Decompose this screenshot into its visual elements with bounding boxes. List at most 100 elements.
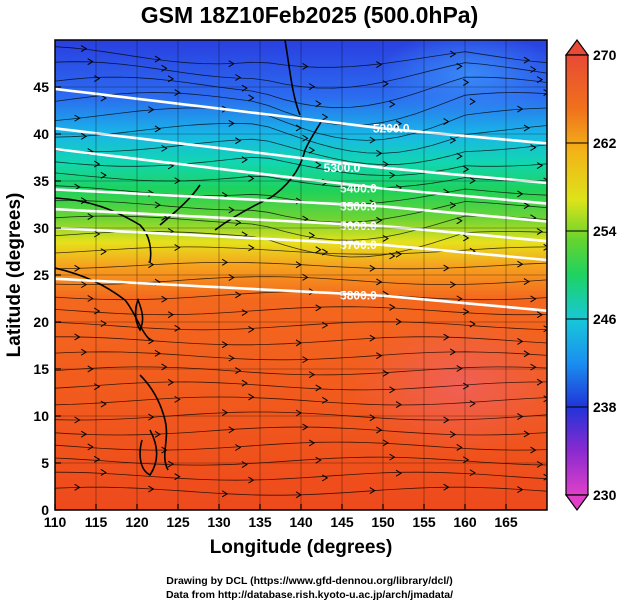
colorbar-top-arrow bbox=[564, 38, 590, 56]
streamline-arrow bbox=[536, 162, 544, 169]
streamline-arrow bbox=[308, 146, 316, 154]
streamline-arrow bbox=[167, 378, 175, 386]
streamline-arrow bbox=[389, 303, 396, 311]
streamline-arrow bbox=[174, 473, 181, 481]
streamline-arrow bbox=[469, 177, 476, 184]
y-axis-ticks: 0 5 10 15 20 25 30 35 40 45 bbox=[33, 79, 61, 518]
colorbar-tick-label: 254 bbox=[593, 223, 617, 239]
y-tick-label: 5 bbox=[41, 455, 49, 471]
streamline-arrow bbox=[80, 348, 88, 356]
streamline-arrow bbox=[376, 216, 383, 224]
streamline-arrow bbox=[543, 473, 547, 481]
streamline-arrow bbox=[389, 100, 396, 108]
streamline-arrow bbox=[148, 337, 155, 345]
streamline-arrow bbox=[443, 264, 450, 272]
streamline-arrow bbox=[517, 105, 524, 113]
streamline-arrow bbox=[221, 258, 229, 266]
streamline-arrow bbox=[395, 120, 403, 128]
streamline-arrow bbox=[161, 144, 168, 152]
streamline-arrow bbox=[80, 197, 88, 205]
x-tick-label: 110 bbox=[44, 514, 67, 530]
streamline-arrow bbox=[376, 61, 383, 68]
streamline-arrow bbox=[241, 84, 248, 92]
warm-pool bbox=[350, 315, 547, 455]
streamline-arrow bbox=[523, 202, 530, 210]
streamline-arrow bbox=[530, 144, 537, 151]
streamline-arrow bbox=[543, 243, 547, 251]
streamline-arrow bbox=[100, 94, 107, 102]
streamline-arrow bbox=[449, 50, 457, 58]
streamline-arrow bbox=[449, 201, 457, 209]
streamline-arrow bbox=[308, 439, 316, 447]
streamline-arrow bbox=[167, 311, 175, 319]
streamline-arrow bbox=[228, 354, 235, 362]
streamline-arrow bbox=[174, 89, 181, 96]
streamline-arrow bbox=[543, 325, 547, 333]
streamline-arrow bbox=[376, 278, 383, 286]
streamline-arrow bbox=[87, 58, 94, 66]
streamline-arrow bbox=[161, 446, 168, 454]
streamline-arrow bbox=[221, 490, 229, 498]
streamline-arrow bbox=[148, 106, 155, 114]
streamline-arrow bbox=[235, 291, 242, 299]
streamline-arrow bbox=[449, 431, 457, 438]
streamline-arrow bbox=[235, 219, 242, 227]
streamline-arrow bbox=[302, 356, 309, 364]
streamline-arrow bbox=[148, 485, 155, 493]
y-tick-label: 25 bbox=[33, 267, 49, 283]
streamline-arrow bbox=[248, 94, 255, 102]
coastlines bbox=[55, 40, 323, 477]
streamline-arrow bbox=[456, 217, 463, 225]
streamline-arrow bbox=[302, 63, 309, 70]
streamline-arrow bbox=[443, 416, 450, 424]
height-contour-label: 5700.0 bbox=[340, 238, 377, 252]
streamline-arrow bbox=[382, 439, 389, 447]
x-tick-label: 145 bbox=[330, 514, 354, 530]
streamline-arrow bbox=[80, 45, 88, 53]
y-tick-label: 20 bbox=[33, 314, 49, 330]
streamline-arrow bbox=[174, 324, 181, 332]
streamline-arrow bbox=[315, 456, 322, 464]
streamline-arrow bbox=[449, 281, 457, 289]
colorbar-bottom-arrow bbox=[564, 494, 590, 512]
streamline-arrow bbox=[154, 201, 161, 209]
streamline-arrow bbox=[469, 400, 476, 408]
streamline-arrow bbox=[321, 113, 329, 121]
streamline-arrow bbox=[469, 98, 476, 105]
colorbar-tick-label: 270 bbox=[593, 47, 617, 63]
streamline-arrow bbox=[389, 386, 396, 394]
streamline-arrow bbox=[154, 125, 161, 133]
streamline-arrow bbox=[517, 486, 524, 494]
streamline-arrow bbox=[228, 274, 235, 281]
x-tick-label: 130 bbox=[207, 514, 231, 530]
y-tick-label: 40 bbox=[33, 126, 49, 142]
streamline-arrow bbox=[369, 487, 376, 495]
streamline-arrow bbox=[100, 171, 107, 179]
streamline-arrow bbox=[523, 278, 530, 286]
streamline-arrow bbox=[443, 483, 450, 491]
streamline-arrow bbox=[456, 62, 463, 70]
streamline-arrow bbox=[235, 367, 242, 375]
streamline-arrow bbox=[517, 190, 524, 198]
streamline-arrow bbox=[248, 476, 255, 484]
height-contour-label: 5400.0 bbox=[340, 182, 377, 196]
streamline-arrow bbox=[536, 460, 544, 468]
streamline-arrow bbox=[74, 333, 81, 341]
streamline-arrow bbox=[167, 75, 175, 83]
x-tick-label: 140 bbox=[289, 514, 313, 530]
x-axis-label: Longitude (degrees) bbox=[210, 537, 393, 558]
streamline-arrow bbox=[315, 100, 322, 108]
streamline-arrow bbox=[543, 89, 547, 97]
streamline-arrow bbox=[449, 136, 457, 144]
x-tick-label: 150 bbox=[371, 514, 395, 530]
streamline-arrow bbox=[321, 321, 329, 329]
coast-sakhalin bbox=[284, 40, 301, 116]
y-axis-label: Latitude (degrees) bbox=[4, 193, 25, 358]
streamline-arrow bbox=[456, 444, 463, 451]
streamline-arrow bbox=[221, 341, 229, 349]
streamline-arrow bbox=[389, 252, 396, 260]
streamline-arrow bbox=[100, 248, 107, 256]
streamline-arrow bbox=[228, 206, 235, 214]
height-contour-label: 5800.0 bbox=[340, 289, 377, 303]
streamline-arrow bbox=[376, 352, 383, 360]
